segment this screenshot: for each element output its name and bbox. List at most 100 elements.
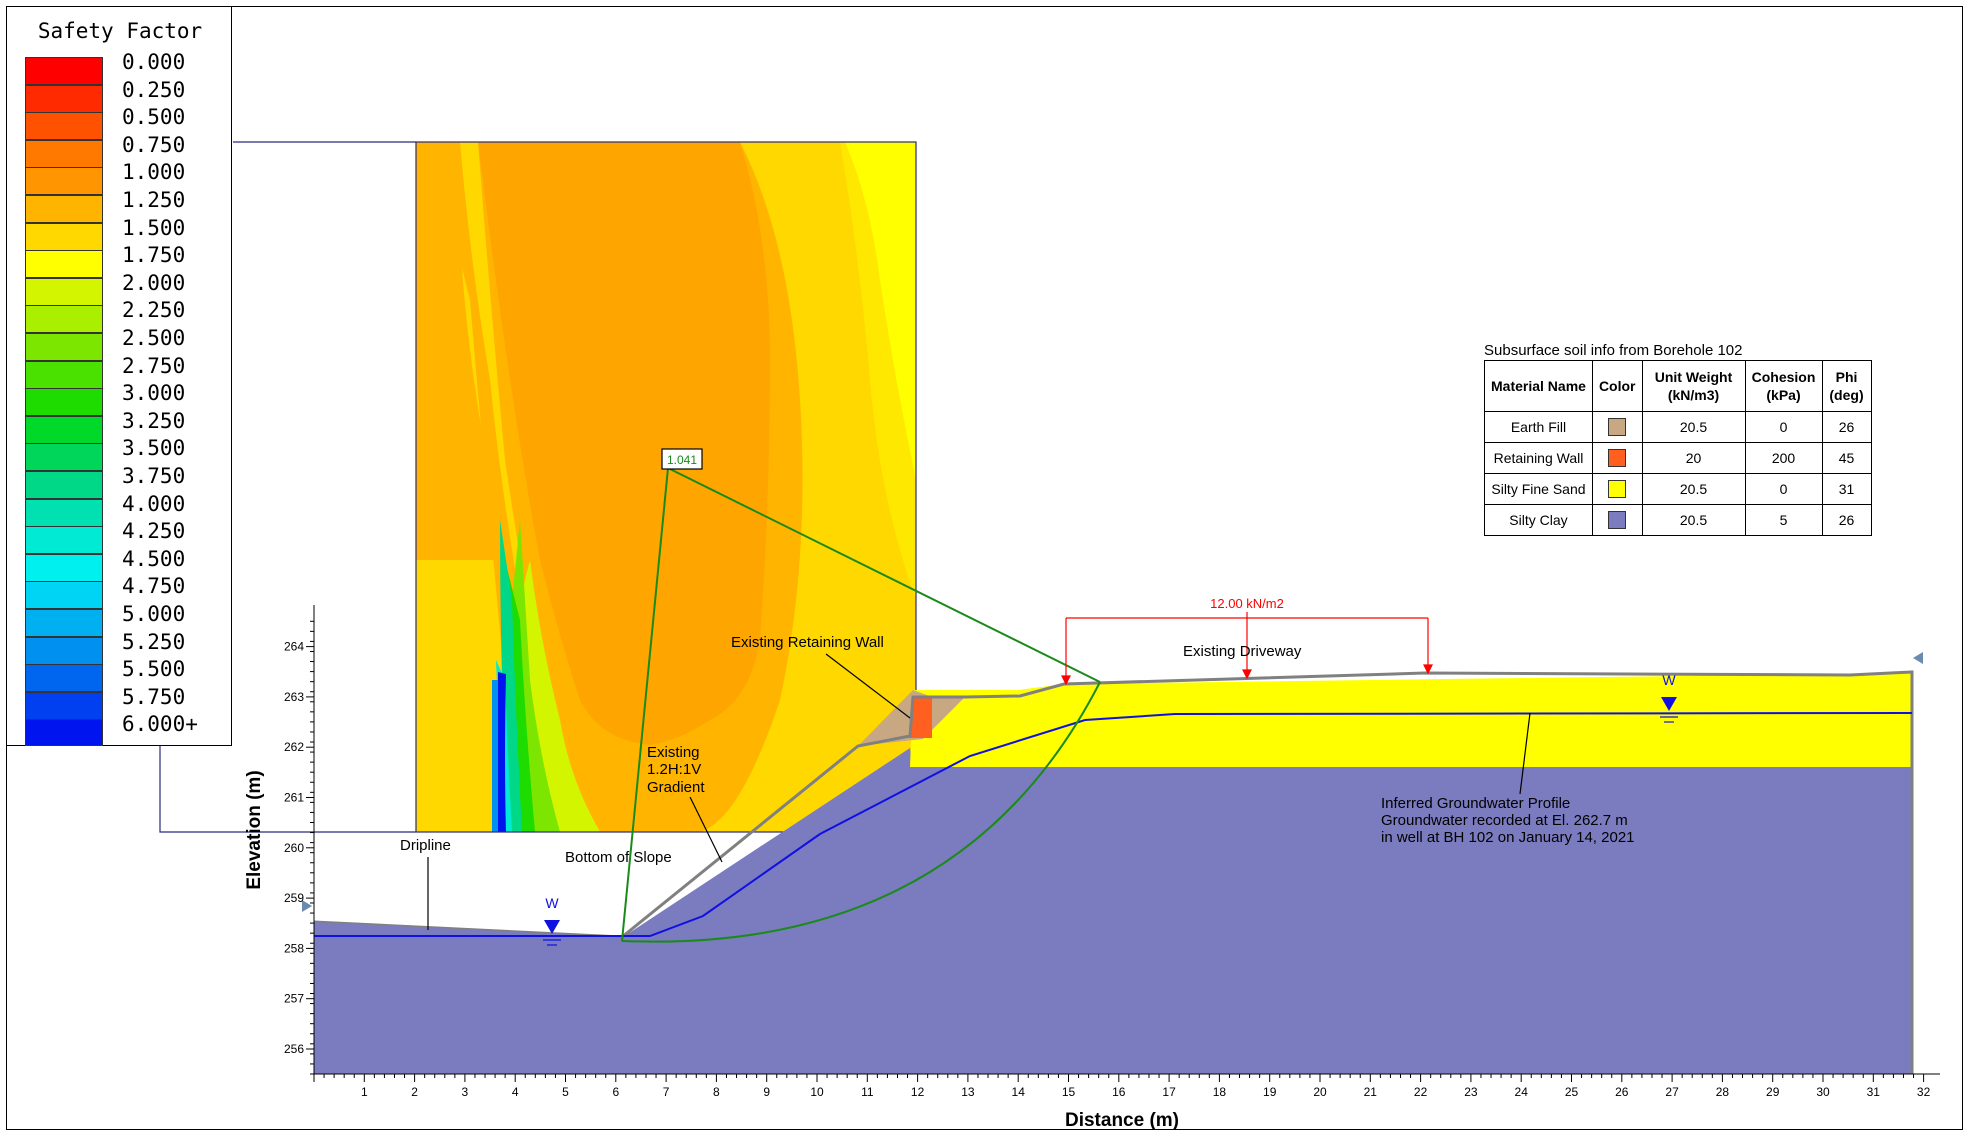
legend-swatch [25, 581, 103, 610]
x-tick-label: 30 [1816, 1085, 1830, 1099]
annotation-groundwater-1: Inferred Groundwater Profile [1381, 795, 1570, 812]
x-tick-label: 24 [1515, 1085, 1529, 1099]
phi: 26 [1821, 504, 1872, 536]
annotation-gradient-3: Gradient [647, 779, 705, 796]
x-tick-label: 27 [1665, 1085, 1679, 1099]
legend-value: 4.250 [122, 519, 186, 544]
x-tick-label: 7 [663, 1085, 670, 1099]
material-color [1591, 473, 1643, 505]
x-tick-label: 10 [810, 1085, 824, 1099]
x-tick-label: 11 [861, 1085, 874, 1099]
leader-gradient [689, 796, 723, 863]
x-tick-label: 2 [411, 1085, 418, 1099]
legend-swatch [25, 57, 103, 85]
x-axis: 1 2 3 4 5 6 7 8 9 10 11 12 13 14 15 16 17 18 19 20 21 22 23 24 2… [313, 1073, 1940, 1099]
x-tick-label: 4 [512, 1085, 519, 1099]
color-chip [1608, 418, 1627, 437]
x-tick-label: 21 [1364, 1085, 1378, 1099]
legend-value: 5.000 [122, 602, 186, 626]
legend-value: 0.500 [122, 105, 186, 130]
x-tick-label: 31 [1867, 1085, 1881, 1099]
legend-value: 3.000 [122, 381, 186, 406]
annotation-groundwater-3: in well at BH 102 on January 14, 2021 [1381, 829, 1635, 846]
legend-value: 5.500 [122, 657, 186, 682]
x-tick-label: 8 [713, 1085, 720, 1099]
leader-groundwater [1519, 712, 1531, 795]
phi: 31 [1821, 473, 1872, 505]
color-chip [1608, 480, 1627, 499]
legend-swatch [25, 112, 103, 141]
soil-profile [313, 670, 1914, 1074]
legend-value: 3.250 [122, 408, 186, 433]
legend-value: 1.500 [122, 215, 186, 240]
x-tick-label: 1 [361, 1085, 368, 1099]
x-tick-label: 18 [1213, 1085, 1227, 1099]
phi: 45 [1821, 442, 1872, 474]
retaining-wall [909, 697, 932, 738]
cohesion: 5 [1744, 504, 1823, 536]
silty-clay-layer [314, 748, 1912, 1074]
x-tick-label: 14 [1012, 1085, 1026, 1099]
legend-swatch [25, 84, 103, 113]
x-tick-label: 20 [1313, 1085, 1327, 1099]
annotation-bottom-of-slope: Bottom of Slope [565, 849, 672, 866]
legend-value: 1.750 [122, 243, 186, 268]
legend-swatch [25, 305, 103, 334]
legend-swatch [25, 443, 103, 472]
material-name: Silty Clay [1484, 504, 1593, 536]
legend-value: 4.750 [122, 574, 186, 599]
legend-value: 3.750 [122, 464, 186, 488]
x-tick-label: 26 [1615, 1085, 1629, 1099]
x-tick-label: 23 [1464, 1085, 1478, 1099]
legend-value: 1.000 [122, 160, 186, 185]
phi: 26 [1821, 411, 1872, 443]
legend-value: 6.000+ [122, 712, 198, 737]
annotation-driveway: Existing Driveway [1183, 643, 1302, 660]
y-tick-label: 260 [284, 841, 304, 855]
x-tick-label: 3 [462, 1085, 469, 1099]
material-color [1591, 442, 1643, 474]
water-marker-right: W [1660, 672, 1678, 723]
legend-swatch [25, 277, 103, 306]
x-tick-label: 32 [1917, 1085, 1931, 1099]
y-tick-label: 258 [284, 941, 304, 955]
annotation-retaining-wall: Existing Retaining Wall [731, 634, 884, 651]
legend-value: 0.250 [122, 77, 186, 102]
y-axis-label: Elevation (m) [244, 770, 265, 889]
leader-retaining-wall [825, 653, 911, 719]
load-label: 12.00 kN/m2 [1210, 596, 1284, 611]
table-row: Retaining Wall 20 200 45 [1484, 442, 1872, 474]
legend-value: 2.000 [122, 270, 186, 295]
x-tick-label: 5 [562, 1085, 569, 1099]
legend-value: 3.500 [122, 436, 186, 461]
legend-value: 0.750 [122, 132, 186, 157]
header-material: Material Name [1484, 360, 1593, 412]
header-cohesion: Cohesion (kPa) [1744, 360, 1823, 412]
silty-clay-left-lip [314, 922, 622, 937]
legend-value: 5.750 [122, 684, 186, 709]
legend-value: 4.500 [122, 546, 186, 571]
annotation-gradient-1: Existing [647, 744, 700, 761]
groundwater-table [314, 712, 1913, 937]
x-tick-label: 6 [612, 1085, 619, 1099]
factor-of-safety-box: 1.041 [661, 448, 703, 470]
legend-swatch [25, 360, 103, 389]
material-name: Earth Fill [1484, 411, 1593, 443]
material-name: Silty Fine Sand [1484, 473, 1593, 505]
y-tick-label: 262 [284, 740, 304, 754]
legend-swatch [25, 664, 103, 693]
silty-fine-sand-layer [910, 673, 1913, 767]
legend-swatch [25, 333, 103, 361]
legend-value: 5.250 [122, 629, 186, 654]
x-tick-label: 25 [1565, 1085, 1579, 1099]
y-tick-label: 259 [284, 891, 304, 905]
svg-text:W: W [545, 895, 559, 911]
table-row: Earth Fill 20.5 0 26 [1484, 411, 1872, 443]
x-tick-label: 12 [911, 1085, 925, 1099]
legend-swatch [25, 691, 103, 720]
color-chip [1608, 511, 1627, 530]
header-unit-weight: Unit Weight (kN/m3) [1641, 360, 1746, 412]
table-row: Silty Clay 20.5 5 26 [1484, 504, 1872, 536]
x-tick-label: 29 [1766, 1085, 1780, 1099]
legend-title: Safety Factor [37, 19, 203, 43]
